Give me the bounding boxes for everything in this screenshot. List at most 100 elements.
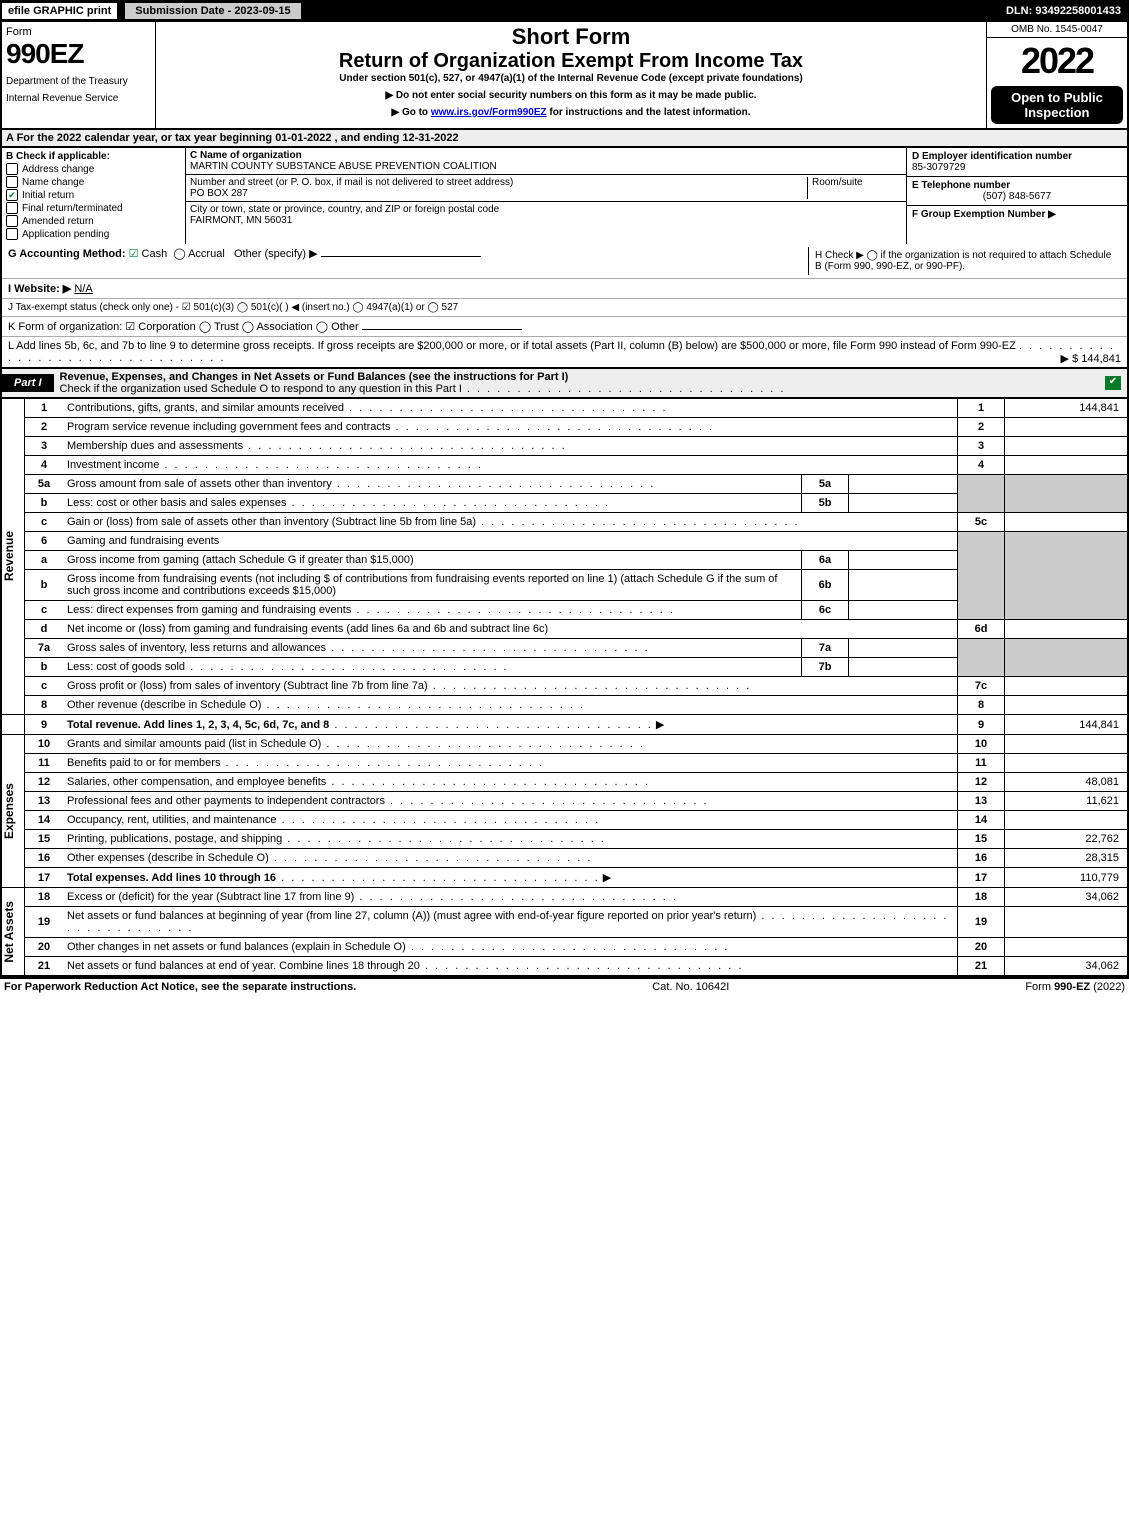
room-suite: Room/suite — [807, 177, 902, 199]
header-center: Short Form Return of Organization Exempt… — [156, 22, 986, 128]
line-2: Program service revenue including govern… — [67, 421, 390, 433]
line-15-value: 22,762 — [1005, 830, 1129, 849]
lbl-org-name: C Name of organization — [190, 150, 302, 161]
line-9-value: 144,841 — [1005, 715, 1129, 735]
hint-goto-pre: ▶ Go to — [391, 107, 430, 118]
box-d: D Employer identification number 85-3079… — [906, 148, 1127, 244]
row-k: K Form of organization: ☑ Corporation ◯ … — [2, 317, 1127, 337]
irs-link[interactable]: www.irs.gov/Form990EZ — [431, 107, 547, 118]
row-l-text: L Add lines 5b, 6c, and 7b to line 9 to … — [8, 340, 1016, 352]
form-word: Form — [6, 26, 151, 38]
chk-final-return[interactable] — [6, 202, 18, 214]
under-section: Under section 501(c), 527, or 4947(a)(1)… — [162, 73, 980, 84]
part-i-expenses-table: Expenses 10Grants and similar amounts pa… — [0, 735, 1129, 888]
ein-value: 85-3079729 — [912, 162, 965, 173]
city-value: FAIRMONT, MN 56031 — [190, 215, 292, 226]
org-name: MARTIN COUNTY SUBSTANCE ABUSE PREVENTION… — [190, 161, 497, 172]
lbl-website: I Website: ▶ — [8, 283, 71, 295]
lbl-other-specify: Other (specify) ▶ — [234, 248, 318, 260]
return-title: Return of Organization Exempt From Incom… — [162, 50, 980, 73]
chk-application-pending[interactable] — [6, 228, 18, 240]
lbl-telephone: E Telephone number — [912, 180, 1010, 191]
short-form-title: Short Form — [162, 24, 980, 50]
line-1: Contributions, gifts, grants, and simila… — [67, 402, 344, 414]
tax-year: 2022 — [987, 38, 1127, 84]
line-6d: Net income or (loss) from gaming and fun… — [67, 623, 548, 635]
chk-address-change[interactable] — [6, 163, 18, 175]
chk-initial-return[interactable]: ✔ — [6, 189, 18, 201]
hint-goto: ▶ Go to www.irs.gov/Form990EZ for instru… — [162, 107, 980, 118]
line-4: Investment income — [67, 459, 159, 471]
form-number: 990EZ — [6, 38, 151, 70]
line-8: Other revenue (describe in Schedule O) — [67, 699, 261, 711]
lbl-street: Number and street (or P. O. box, if mail… — [190, 177, 513, 188]
lbl-initial-return: Initial return — [22, 190, 74, 201]
line-13: Professional fees and other payments to … — [67, 795, 385, 807]
line-16-value: 28,315 — [1005, 849, 1129, 868]
line-5a: Gross amount from sale of assets other t… — [67, 478, 332, 490]
lbl-group-exemption: F Group Exemption Number ▶ — [912, 209, 1056, 220]
line-10: Grants and similar amounts paid (list in… — [67, 738, 321, 750]
chk-name-change[interactable] — [6, 176, 18, 188]
line-6b: Gross income from fundraising events (no… — [67, 573, 777, 597]
hint-ssn: ▶ Do not enter social security numbers o… — [162, 90, 980, 101]
line-7a: Gross sales of inventory, less returns a… — [67, 642, 326, 654]
part-i-header: Part I Revenue, Expenses, and Changes in… — [0, 369, 1129, 399]
irs-label: Internal Revenue Service — [6, 93, 151, 104]
lbl-final-return: Final return/terminated — [22, 203, 123, 214]
lbl-city: City or town, state or province, country… — [190, 204, 499, 215]
chk-cash[interactable]: ☑ — [129, 248, 139, 260]
line-5c: Gain or (loss) from sale of assets other… — [67, 516, 476, 528]
part-i-checkbox[interactable]: ✔ — [1105, 376, 1121, 390]
line-12-value: 48,081 — [1005, 773, 1129, 792]
website-value: N/A — [74, 283, 92, 295]
part-i-label: Part I — [2, 374, 54, 392]
line-9: Total revenue. Add lines 1, 2, 3, 4, 5c,… — [67, 719, 329, 731]
netassets-label: Net Assets — [2, 901, 24, 963]
line-13-value: 11,621 — [1005, 792, 1129, 811]
line-15: Printing, publications, postage, and shi… — [67, 833, 282, 845]
header-left: Form 990EZ Department of the Treasury In… — [2, 22, 156, 128]
line-21: Net assets or fund balances at end of ye… — [67, 960, 420, 972]
chk-amended-return[interactable] — [6, 215, 18, 227]
box-h: H Check ▶ ◯ if the organization is not r… — [808, 247, 1121, 275]
part-i-netassets-table: Net Assets 18Excess or (deficit) for the… — [0, 888, 1129, 977]
dln-label: DLN: 93492258001433 — [1006, 5, 1129, 17]
line-21-value: 34,062 — [1005, 957, 1129, 977]
line-20: Other changes in net assets or fund bala… — [67, 941, 406, 953]
top-bar: efile GRAPHIC print Submission Date - 20… — [0, 0, 1129, 22]
line-5b: Less: cost or other basis and sales expe… — [67, 497, 287, 509]
omb-number: OMB No. 1545-0047 — [987, 22, 1127, 38]
revenue-label: Revenue — [2, 531, 24, 581]
lbl-address-change: Address change — [22, 164, 94, 175]
box-c: C Name of organization MARTIN COUNTY SUB… — [186, 148, 906, 244]
efile-label[interactable]: efile GRAPHIC print — [0, 1, 119, 21]
telephone-value: (507) 848-5677 — [912, 191, 1122, 202]
line-12: Salaries, other compensation, and employ… — [67, 776, 326, 788]
line-6c: Less: direct expenses from gaming and fu… — [67, 604, 351, 616]
lbl-name-change: Name change — [22, 177, 84, 188]
street-value: PO BOX 287 — [190, 188, 248, 199]
line-3: Membership dues and assessments — [67, 440, 243, 452]
footer-formref: Form 990-EZ (2022) — [1025, 981, 1125, 993]
line-17: Total expenses. Add lines 10 through 16 — [67, 872, 276, 884]
lbl-amended-return: Amended return — [22, 216, 94, 227]
row-l-amount: ▶ $ 144,841 — [1061, 352, 1121, 365]
row-bcd: B Check if applicable: Address change Na… — [0, 148, 1129, 244]
line-17-value: 110,779 — [1005, 868, 1129, 888]
row-j: J Tax-exempt status (check only one) - ☑… — [2, 299, 1127, 317]
open-public: Open to Public Inspection — [991, 86, 1123, 124]
line-7b: Less: cost of goods sold — [67, 661, 185, 673]
row-ghijkl: G Accounting Method: ☑ Cash ◯ Accrual Ot… — [0, 244, 1129, 369]
footer-paperwork: For Paperwork Reduction Act Notice, see … — [4, 981, 356, 993]
lbl-accounting: G Accounting Method: — [8, 248, 126, 260]
line-11: Benefits paid to or for members — [67, 757, 220, 769]
part-i-revenue-table: Revenue 1Contributions, gifts, grants, a… — [0, 399, 1129, 735]
line-6a: Gross income from gaming (attach Schedul… — [67, 554, 414, 566]
expenses-label: Expenses — [2, 783, 24, 839]
part-i-title: Revenue, Expenses, and Changes in Net As… — [60, 371, 569, 383]
line-18-value: 34,062 — [1005, 888, 1129, 907]
line-14: Occupancy, rent, utilities, and maintena… — [67, 814, 277, 826]
box-b: B Check if applicable: Address change Na… — [2, 148, 186, 244]
hint-goto-post: for instructions and the latest informat… — [549, 107, 750, 118]
